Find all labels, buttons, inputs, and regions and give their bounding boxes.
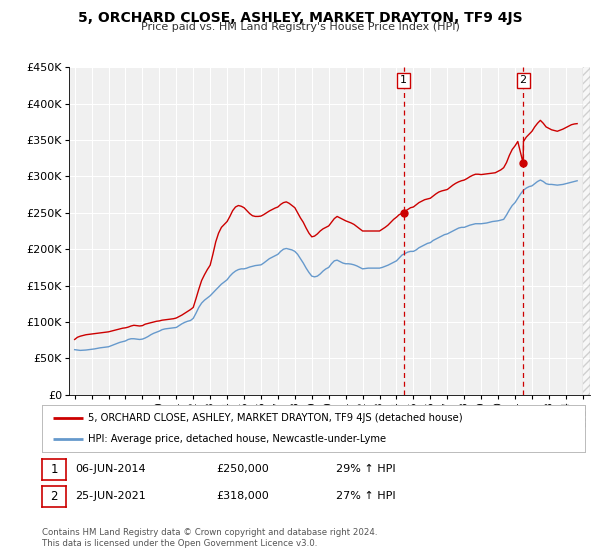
Text: 5, ORCHARD CLOSE, ASHLEY, MARKET DRAYTON, TF9 4JS (detached house): 5, ORCHARD CLOSE, ASHLEY, MARKET DRAYTON…: [88, 413, 463, 423]
Text: 25-JUN-2021: 25-JUN-2021: [75, 491, 146, 501]
Text: Price paid vs. HM Land Registry's House Price Index (HPI): Price paid vs. HM Land Registry's House …: [140, 22, 460, 32]
Text: 2: 2: [520, 76, 527, 85]
Bar: [583, 67, 590, 395]
Text: 1: 1: [400, 76, 407, 85]
Text: HPI: Average price, detached house, Newcastle-under-Lyme: HPI: Average price, detached house, Newc…: [88, 435, 386, 445]
Text: 2: 2: [50, 489, 58, 503]
Text: 27% ↑ HPI: 27% ↑ HPI: [336, 491, 395, 501]
Text: £250,000: £250,000: [216, 464, 269, 474]
Text: 5, ORCHARD CLOSE, ASHLEY, MARKET DRAYTON, TF9 4JS: 5, ORCHARD CLOSE, ASHLEY, MARKET DRAYTON…: [77, 11, 523, 25]
Text: This data is licensed under the Open Government Licence v3.0.: This data is licensed under the Open Gov…: [42, 539, 317, 548]
Text: 1: 1: [50, 463, 58, 476]
Text: 06-JUN-2014: 06-JUN-2014: [75, 464, 146, 474]
Text: 29% ↑ HPI: 29% ↑ HPI: [336, 464, 395, 474]
Text: £318,000: £318,000: [216, 491, 269, 501]
Text: Contains HM Land Registry data © Crown copyright and database right 2024.: Contains HM Land Registry data © Crown c…: [42, 528, 377, 536]
